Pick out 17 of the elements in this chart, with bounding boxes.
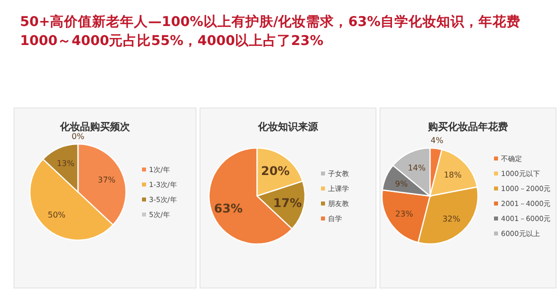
- data-label: 32%: [442, 214, 461, 224]
- text: 50+高价值新老年人—100%以上有护肤/化妆需求，63%自学化妆知识，年花费1000～4000元占比55%，4000以上占了23%: [20, 13, 521, 49]
- data-label: 13%: [56, 159, 75, 168]
- data-label: 23%: [395, 209, 414, 218]
- data-label: 18%: [444, 170, 462, 180]
- data-label: 63%: [214, 202, 243, 216]
- data-label: 50%: [48, 210, 66, 220]
- chart-title: 购买化妆品年花费: [427, 121, 508, 133]
- data-label: 9%: [395, 179, 408, 188]
- data-label: 37%: [98, 175, 116, 184]
- data-label: 17%: [273, 196, 302, 210]
- data-label: 14%: [408, 164, 426, 173]
- chart-title: 化妆知识来源: [257, 121, 319, 133]
- data-label: 4%: [430, 136, 444, 146]
- data-label: 20%: [260, 164, 290, 178]
- text: 0%: [72, 132, 84, 141]
- chart-title: 化妆品购买频次: [59, 121, 131, 133]
